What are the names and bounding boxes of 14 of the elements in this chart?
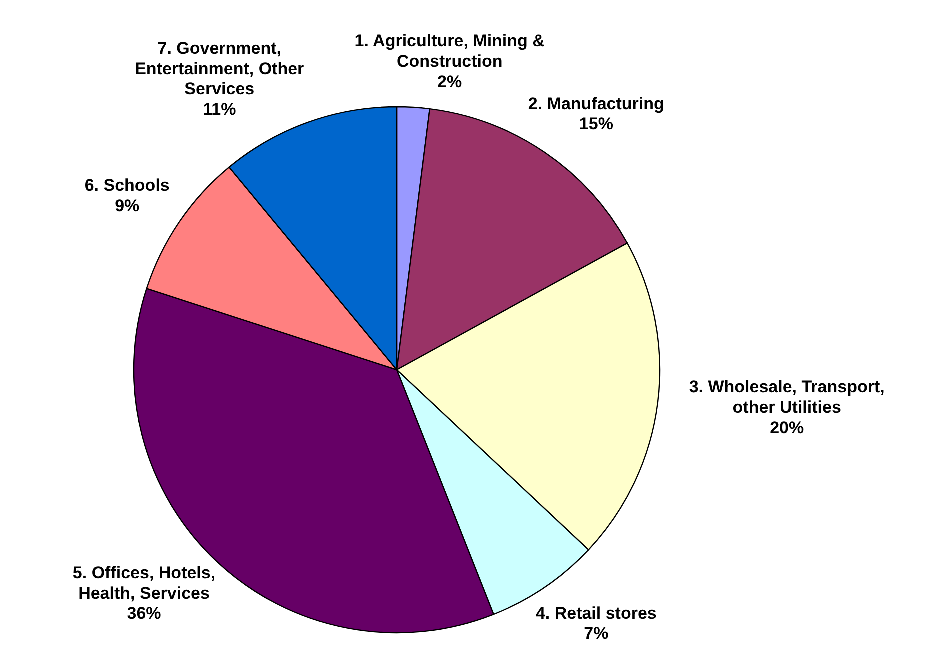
- data-label: 36%: [127, 604, 162, 624]
- data-label: 20%: [770, 418, 804, 438]
- slice-label: 7. Government, Entertainment, Other Services: [135, 38, 305, 99]
- data-label: 11%: [203, 100, 236, 120]
- slice-label: 6. Schools: [84, 176, 170, 195]
- data-label: 7%: [584, 624, 609, 644]
- data-label: 15%: [579, 114, 614, 134]
- slice-label: 3. Wholesale, Transport, other Utilities: [689, 377, 885, 417]
- slice-label: 4. Retail stores: [536, 604, 657, 623]
- data-label: 9%: [115, 196, 140, 216]
- slice-label: 1. Agriculture, Mining & Construction: [354, 31, 545, 71]
- data-label: 2%: [438, 72, 462, 92]
- slice-label: 2. Manufacturing: [528, 94, 664, 114]
- slice-label: 5. Offices, Hotels, Health, Services: [72, 563, 216, 603]
